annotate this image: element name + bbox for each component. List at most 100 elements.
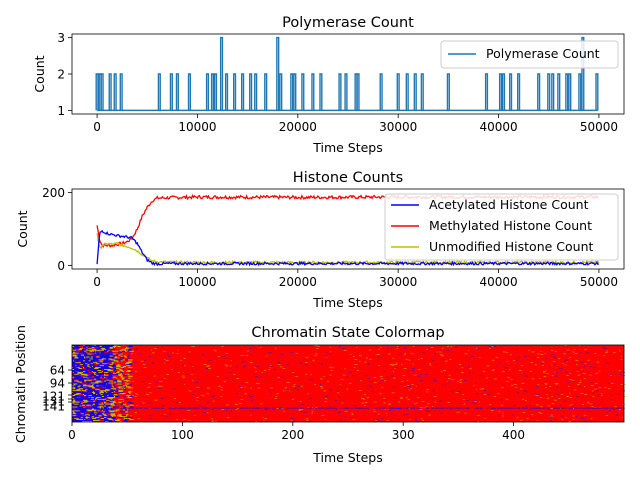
polymerase-spike (290, 73, 294, 111)
chromatin-cell (97, 411, 101, 413)
chromatin-cell (78, 365, 82, 367)
chromatin-band-cell (383, 407, 385, 409)
y-tick-label: 94 (50, 377, 65, 391)
chromatin-cell (101, 394, 103, 396)
chromatin-cell (86, 348, 88, 350)
chromatin-cell (92, 345, 97, 347)
chromatin-cell (110, 389, 113, 391)
chromatin-band-cell (517, 407, 519, 409)
chromatin-cell (78, 348, 82, 350)
chromatin-band-cell (382, 407, 384, 409)
chromatin-cell (104, 401, 107, 403)
chromatin-cell (106, 363, 108, 365)
chromatin-cell (105, 347, 110, 349)
chromatin-band-cell (529, 407, 531, 409)
chromatin-cell (75, 396, 77, 398)
chromatin-cell (127, 401, 130, 403)
chromatin-band-cell (105, 407, 107, 409)
chromatin-cell (77, 365, 79, 367)
chromatin-band-cell (177, 407, 180, 409)
chromatin-cell (105, 421, 109, 422)
chromatin-cell (100, 376, 102, 378)
chromatin-band-cell (297, 407, 299, 409)
chromatin-heatmap (72, 345, 627, 422)
chromatin-cell (108, 360, 110, 362)
chromatin-cell (122, 366, 125, 368)
chromatin-band-cell (327, 407, 330, 409)
chromatin-cell (83, 380, 85, 382)
chromatin-cell (107, 415, 111, 417)
chromatin-cell (100, 352, 103, 354)
chromatin-band-cell (295, 407, 298, 409)
chromatin-cell (79, 391, 81, 393)
chromatin-cell (92, 370, 98, 372)
chromatin-cell (109, 412, 114, 414)
chromatin-cell (85, 360, 89, 362)
chromatin-cell (99, 400, 105, 402)
chromatin-cell (104, 370, 109, 372)
chromatin-band-cell (537, 407, 539, 409)
chromatin-band-cell (135, 407, 138, 409)
chromatin-cell (87, 348, 92, 350)
chromatin-band-cell (252, 407, 254, 409)
chromatin-cell (83, 365, 88, 367)
chromatin-cell (72, 384, 75, 386)
chromatin-band-cell (329, 407, 331, 409)
chromatin-cell (99, 392, 105, 394)
chromatin-cell (105, 386, 108, 388)
chromatin-cell (96, 353, 101, 355)
chromatin-cell (72, 380, 75, 382)
chromatin-cell (124, 409, 128, 411)
chromatin-band-cell (607, 407, 609, 409)
chromatin-band-cell (122, 407, 124, 409)
chromatin-cell (109, 400, 111, 402)
polymerase-spike (169, 73, 173, 111)
polymerase-spike (187, 73, 192, 111)
chromatin-cell (79, 364, 84, 366)
chromatin-band-cell (265, 407, 268, 409)
chromatin-cell (89, 408, 92, 410)
chromatin-cell (85, 356, 87, 358)
chromatin-band-cell (375, 407, 377, 409)
chromatin-band-cell (244, 407, 246, 409)
chromatin-band-cell (419, 407, 421, 409)
chromatin-cell (79, 384, 84, 386)
chromatin-cell (89, 370, 92, 371)
chromatin-cell (94, 372, 96, 374)
chromatin-cell (88, 363, 91, 365)
chromatin-cell (106, 419, 109, 421)
chromatin-cell (89, 415, 95, 417)
chromatin-cell (106, 384, 109, 386)
chromatin-band-cell (158, 407, 160, 409)
chromatin-cell (101, 375, 105, 377)
chromatin-cell (72, 419, 74, 421)
chromatin-cell (86, 354, 91, 356)
chromatin-cell (88, 365, 90, 367)
polymerase-spike (241, 73, 245, 111)
chromatin-cell (105, 411, 110, 413)
y-tick-label: 141 (42, 400, 65, 414)
chromatin-cell (106, 393, 111, 395)
chromatin-axes-frame (71, 344, 625, 423)
x-tick-label: 0 (68, 428, 76, 442)
chromatin-cell (101, 398, 107, 400)
chromatin-cell (76, 389, 80, 391)
chromatin-cell (75, 345, 80, 346)
chromatin-cell (96, 398, 98, 400)
chromatin-cell (98, 374, 101, 376)
chromatin-cell (97, 381, 102, 383)
chromatin-cell (90, 420, 93, 422)
chromatin-cell (99, 355, 105, 357)
chromatin-cell (109, 370, 112, 371)
chromatin-cell (75, 351, 79, 353)
chromatin-cell (75, 405, 80, 407)
chromatin-cell (118, 417, 123, 419)
chromatin-cell (95, 348, 97, 350)
chromatin-cell (72, 356, 76, 358)
chromatin-title: Chromatin State Colormap (251, 325, 444, 341)
chromatin-cell (85, 358, 89, 360)
chromatin-cell (124, 359, 129, 361)
chromatin-cell (87, 399, 90, 401)
chromatin-cell (108, 366, 111, 368)
chromatin-cell (91, 348, 96, 350)
